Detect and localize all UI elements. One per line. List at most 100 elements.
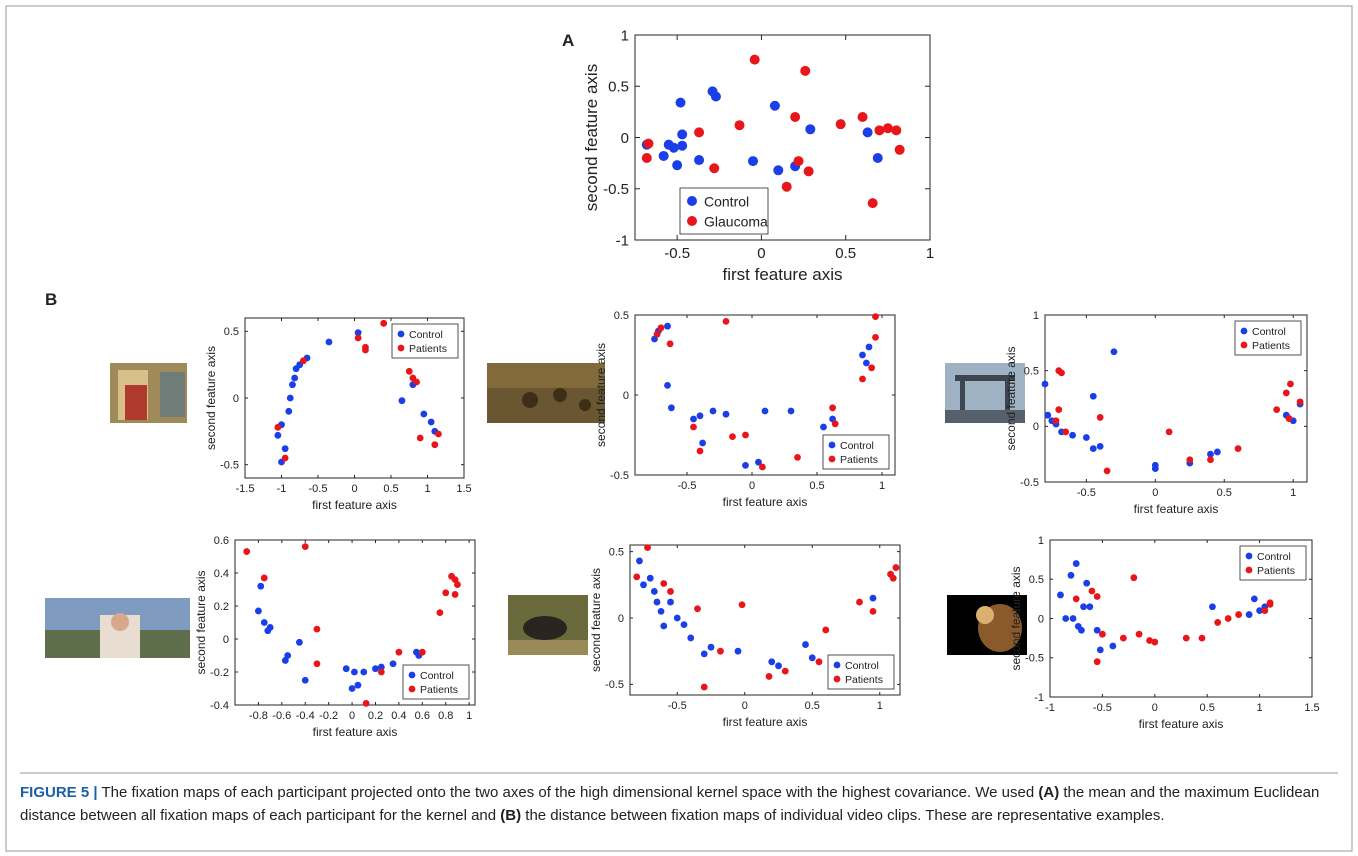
chart: -0.5 0 0.5 1 -0.5 0 0.5 first feature axis secon… [589,544,901,729]
scatter-point [781,181,792,192]
scatter-point [802,641,809,648]
x-tick-label: 1 [424,483,430,495]
scatter-point [667,598,674,606]
x-tick-label: 1 [1290,487,1296,499]
scatter-point [1234,445,1242,452]
scatter-point [1078,626,1085,634]
scatter-point [868,364,875,372]
legend-marker [833,661,841,669]
scatter-point [1165,428,1173,436]
x-tick-label: 1.5 [456,483,471,495]
scatter-point [748,156,758,167]
scatter-point [1052,417,1060,425]
y-axis-label: second feature axis [589,568,603,672]
y-tick-label: 1 [1033,310,1039,322]
legend-box [1239,545,1307,581]
legend-label: Control [420,670,454,682]
legend: Control Patients [827,654,895,690]
scatter-point [710,91,721,102]
x-tick-label: -0.2 [319,710,338,722]
legend: Control Patients [1239,545,1307,581]
x-axis-label: first feature axis [723,265,843,284]
x-tick-label: -0.5 [668,700,687,712]
scatter-point [442,589,450,597]
y-tick-label: -0.2 [210,667,229,679]
legend-marker [687,216,697,226]
scatter-point [874,125,885,136]
y-tick-label: 0.5 [609,546,624,558]
scatter-point [362,699,370,707]
scatter-point [1062,615,1070,622]
scatter-point [668,404,675,412]
x-tick-label: -0.5 [1093,702,1112,714]
x-tick-label: 1 [926,245,934,262]
scatter-point [285,407,293,415]
scatter-point [354,681,362,689]
x-tick-label: -0.5 [309,483,328,495]
scatter-point [794,454,801,461]
x-tick-label: 0.4 [391,710,406,722]
scatter-point [260,574,268,582]
scatter-point [660,622,668,630]
scatter-point [281,657,289,664]
x-axis-label: first feature axis [723,715,808,729]
scatter-point [325,338,333,346]
scatter-point [1057,591,1064,599]
scatter-point [891,125,902,136]
scatter-point [1082,434,1090,441]
scatter-point [260,619,268,626]
y-tick-label: -0.4 [210,700,229,712]
y-tick-label: -0.5 [610,470,629,482]
y-tick-label: 0 [618,613,624,625]
scatter-point [699,439,706,447]
scatter-point [1213,448,1221,456]
scatter-point [1285,415,1293,422]
scatter-point [266,624,274,631]
scatter-point [755,458,762,466]
scatter-point [1296,398,1304,406]
scatter-point [722,318,730,325]
chart: -0.5 0 0.5 1 -0.5 0 0.5 1 first feature axis seco… [1004,310,1308,516]
legend-marker [687,196,697,206]
caption: FIGURE 5 | The fixation maps of each par… [20,781,1338,827]
scatter-point [1096,646,1104,654]
scatter-point [694,127,705,138]
scatter-point [1099,630,1106,638]
x-tick-label: -0.5 [678,480,697,492]
x-tick-label: -1.5 [236,483,255,495]
legend-label: Control [1257,551,1291,563]
scatter-point [289,381,296,389]
scatter-point [1224,615,1232,622]
x-tick-label: -0.6 [272,710,291,722]
scatter-point [822,626,830,634]
scatter-point [1235,611,1243,618]
x-tick-label: 0 [742,700,748,712]
scatter-point [1266,600,1274,608]
scatter-point [1093,593,1101,600]
scatter-point [1072,595,1080,603]
y-tick-label: -0.5 [1025,653,1044,665]
y-tick-label: 0 [621,130,629,147]
scatter-point [768,658,776,666]
scatter-point [1146,637,1153,644]
caption-text: The fixation maps of each participant pr… [97,784,1039,801]
scatter-point [1096,414,1104,421]
scatter-point [281,445,289,453]
scatter-point [1089,392,1097,400]
legend-marker [397,344,405,352]
scatter-point [857,112,868,122]
scatter-point [372,665,379,673]
x-tick-label: 0.5 [835,245,856,262]
scatter-point [389,660,397,668]
scatter-point [1069,615,1077,622]
scatter-point [657,607,665,615]
scatter-point [793,156,804,167]
scatter-point [765,673,773,680]
legend-label: Patients [840,454,878,466]
legend: Control Patients [402,664,470,700]
figure-border [5,5,1353,852]
scatter-point [1069,431,1076,439]
x-tick-label: 0.6 [415,710,430,722]
scatter-point [1093,658,1101,666]
y-tick-label: -1 [616,232,629,249]
